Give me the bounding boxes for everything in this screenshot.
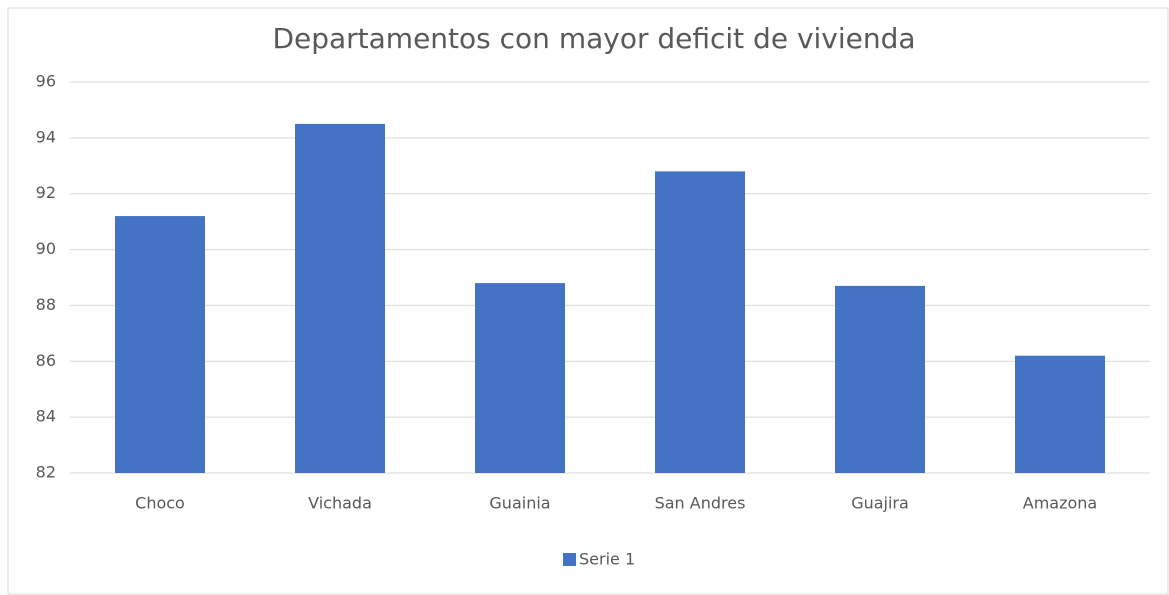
y-tick-label: 96 xyxy=(36,72,56,91)
bar xyxy=(655,171,745,473)
x-tick-label: San Andres xyxy=(655,494,746,513)
x-tick-label: Amazona xyxy=(1023,494,1097,513)
x-tick-label: Guajira xyxy=(851,494,909,513)
bar xyxy=(475,283,565,473)
y-tick-label: 94 xyxy=(36,127,56,146)
y-tick-label: 82 xyxy=(36,463,56,482)
y-tick-label: 90 xyxy=(36,239,56,258)
legend-swatch xyxy=(563,553,576,566)
x-tick-label: Vichada xyxy=(308,494,372,513)
bar xyxy=(295,123,385,474)
x-tick-label: Choco xyxy=(135,494,185,513)
chart-title: Departamentos con mayor deficit de vivie… xyxy=(272,22,915,55)
y-tick-label: 88 xyxy=(36,295,56,314)
y-tick-label: 86 xyxy=(36,351,56,370)
legend-label: Serie 1 xyxy=(579,550,635,569)
y-tick-label: 84 xyxy=(36,407,56,426)
y-tick-label: 92 xyxy=(36,183,56,202)
bar xyxy=(1015,355,1105,473)
bar xyxy=(115,216,205,474)
x-tick-label: Guainia xyxy=(489,494,550,513)
bar xyxy=(835,285,925,473)
